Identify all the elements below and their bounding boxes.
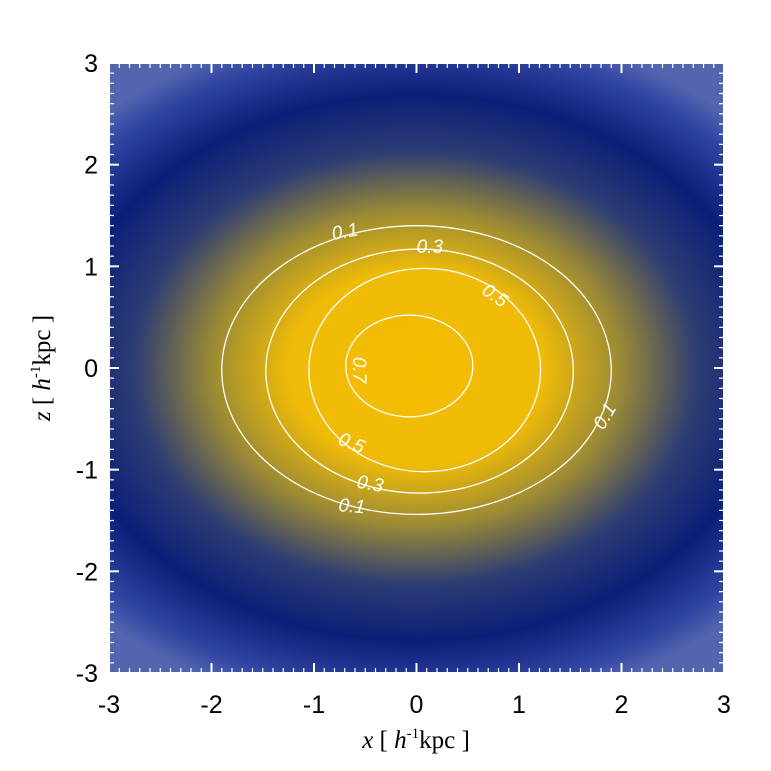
- x-tick-label: -3: [98, 691, 120, 719]
- y-axis-unit-rest: kpc: [29, 329, 56, 365]
- contour-line-0.7: [345, 314, 474, 418]
- y-axis-var: z: [29, 411, 56, 422]
- x-tick-label: 3: [717, 691, 731, 719]
- contour-line-0.5: [308, 267, 542, 473]
- y-tick-label: -1: [76, 457, 98, 485]
- y-axis-unit-exp: -1: [28, 366, 44, 379]
- x-tick-label: 1: [512, 691, 526, 719]
- contour-label-group: 0.3: [417, 237, 444, 258]
- contour-label: 0.3: [355, 472, 385, 497]
- y-axis-open: [: [29, 391, 56, 412]
- x-axis-label: x [ h-1kpc ]: [361, 726, 470, 754]
- x-tick-label: 2: [615, 691, 629, 719]
- contour-label-group: 0.1: [338, 495, 366, 518]
- x-axis-unit-rest: kpc: [419, 727, 455, 754]
- contour-label: 0.7: [348, 357, 369, 385]
- y-tick-label: 1: [84, 253, 98, 281]
- y-axis-unit-base: h: [29, 378, 56, 391]
- contour-label-group: 0.3: [355, 472, 385, 497]
- contour-label: 0.3: [417, 237, 444, 258]
- contour-label: 0.1: [330, 220, 360, 245]
- contour-label-group: 0.1: [330, 220, 360, 245]
- contour-lines: [221, 225, 612, 516]
- contour-label-group: 0.7: [348, 357, 369, 385]
- plot-area: 0.10.30.50.70.50.30.10.1: [108, 62, 725, 674]
- y-tick-label: -3: [76, 660, 98, 688]
- y-tick-label: 3: [84, 50, 98, 78]
- x-axis-close: ]: [455, 727, 470, 754]
- y-tick-label: 0: [84, 355, 98, 383]
- y-tick-labels: -3 -2 -1 0 1 2 3: [76, 50, 98, 688]
- x-axis-unit-exp: -1: [407, 726, 420, 742]
- y-axis-close: ]: [29, 315, 56, 330]
- x-tick-label: -1: [303, 691, 325, 719]
- y-axis-label: z [ h-1kpc ]: [28, 315, 56, 422]
- density-field: [109, 63, 724, 673]
- contour-label: 0.1: [338, 495, 366, 518]
- y-tick-label: 2: [84, 152, 98, 180]
- x-tick-label: 0: [410, 691, 424, 719]
- major-ticks: [108, 62, 725, 674]
- contour-line-0.1: [221, 225, 612, 516]
- x-axis-var: x: [361, 727, 373, 754]
- y-tick-label: -2: [76, 558, 98, 586]
- minor-ticks: [109, 63, 724, 673]
- x-tick-labels: -3 -2 -1 0 1 2 3: [98, 691, 731, 719]
- x-axis-open: [: [373, 727, 394, 754]
- contour-line-0.3: [265, 248, 574, 494]
- x-tick-label: -2: [200, 691, 222, 719]
- x-axis-unit-base: h: [394, 727, 407, 754]
